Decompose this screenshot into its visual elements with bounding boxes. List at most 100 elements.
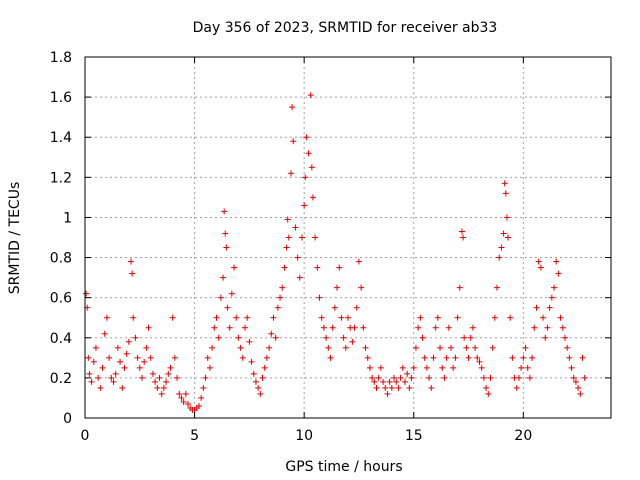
data-point [213,314,220,321]
data-point [178,394,185,401]
data-point [393,378,400,385]
data-point [152,378,159,385]
data-point [259,374,266,381]
data-point [487,374,494,381]
data-point [85,354,92,361]
data-point [237,344,244,351]
data-point [224,304,231,311]
data-point [110,378,117,385]
data-point [463,344,470,351]
data-point [252,378,259,385]
data-point [228,290,235,297]
data-point [351,324,358,331]
data-point [377,364,384,371]
data-point [432,324,439,331]
data-point [340,334,347,341]
data-point [408,374,415,381]
x-tick-label: 10 [295,428,313,444]
data-point [500,230,507,237]
data-point [371,378,378,385]
data-point [483,384,490,391]
data-point [318,314,325,321]
data-point [485,390,492,397]
data-point [358,284,365,291]
data-point [160,384,167,391]
y-tick-labels: 0 0.2 0.4 0.6 0.8 1 1.2 1.4 1.6 1.8 [50,50,72,427]
data-point [290,138,297,145]
data-point [461,334,468,341]
data-point [540,314,547,321]
data-point [454,314,461,321]
data-point [526,374,533,381]
data-point [90,358,97,365]
data-point [391,374,398,381]
data-point [307,92,314,99]
data-point [171,354,178,361]
grid [85,57,611,418]
data-point [143,344,150,351]
data-point [167,364,174,371]
data-point [209,344,216,351]
data-point [410,364,417,371]
data-point [458,228,465,235]
data-point [233,314,240,321]
data-point [198,394,205,401]
data-point [174,374,181,381]
data-point [460,234,467,241]
data-point [132,334,139,341]
data-point [456,284,463,291]
data-point [138,374,145,381]
data-point [397,374,404,381]
data-point [202,374,209,381]
data-point [83,290,90,297]
data-point [529,354,536,361]
y-tick-label: 1.2 [50,170,72,186]
data-point [99,364,106,371]
data-point [476,358,483,365]
data-point [551,284,558,291]
data-point [472,344,479,351]
data-point [577,390,584,397]
data-point [149,370,156,377]
data-point [581,374,588,381]
data-point [366,364,373,371]
chart-title: Day 356 of 2023, SRMTID for receiver ab3… [193,20,498,36]
data-point [399,364,406,371]
data-point [289,104,296,111]
data-point [496,254,503,261]
data-point [474,354,481,361]
data-point [97,384,104,391]
x-axis-label: GPS time / hours [285,459,402,475]
x-tick-label: 0 [81,428,90,444]
data-point [353,304,360,311]
data-point [128,258,135,265]
data-point [284,216,291,223]
data-point [292,224,299,231]
data-point [349,338,356,345]
data-point [469,324,476,331]
data-point [298,234,305,241]
data-point [564,344,571,351]
x-tick-label: 15 [405,428,423,444]
data-point [123,350,130,357]
data-point [204,354,211,361]
plot-frame [84,56,612,419]
data-point [296,274,303,281]
data-point [384,390,391,397]
data-point [546,304,553,311]
data-point [248,358,255,365]
data-point [572,378,579,385]
data-point [314,264,321,271]
data-point [185,400,192,407]
x-tick-label: 20 [514,428,532,444]
data-point [419,334,426,341]
data-point [336,264,343,271]
data-point [169,314,176,321]
data-point [520,354,527,361]
data-point [491,314,498,321]
data-point [163,378,170,385]
data-point [334,284,341,291]
data-point [430,354,437,361]
data-point [215,334,222,341]
data-point [355,258,362,265]
